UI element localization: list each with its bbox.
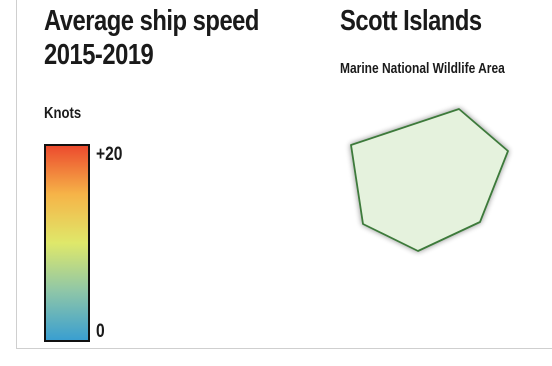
colorbar-min-label: 0 <box>96 321 105 342</box>
legend-title: Average ship speed 2015-2019 <box>44 4 259 72</box>
scott-islands-area-polygon <box>350 108 509 252</box>
frame-bottom-border <box>16 348 552 349</box>
legend-unit-label: Knots <box>44 105 82 122</box>
speed-colorbar-gradient <box>46 146 88 340</box>
legend-title-line2: 2015-2019 <box>44 39 154 71</box>
map-title: Scott Islands <box>340 5 482 37</box>
speed-colorbar <box>44 144 90 342</box>
legend-title-line1: Average ship speed <box>44 5 259 37</box>
map-subtitle: Marine National Wildlife Area <box>340 60 505 77</box>
protected-area-map <box>350 108 509 252</box>
frame-left-border <box>16 0 17 348</box>
colorbar-max-label: +20 <box>96 144 123 165</box>
